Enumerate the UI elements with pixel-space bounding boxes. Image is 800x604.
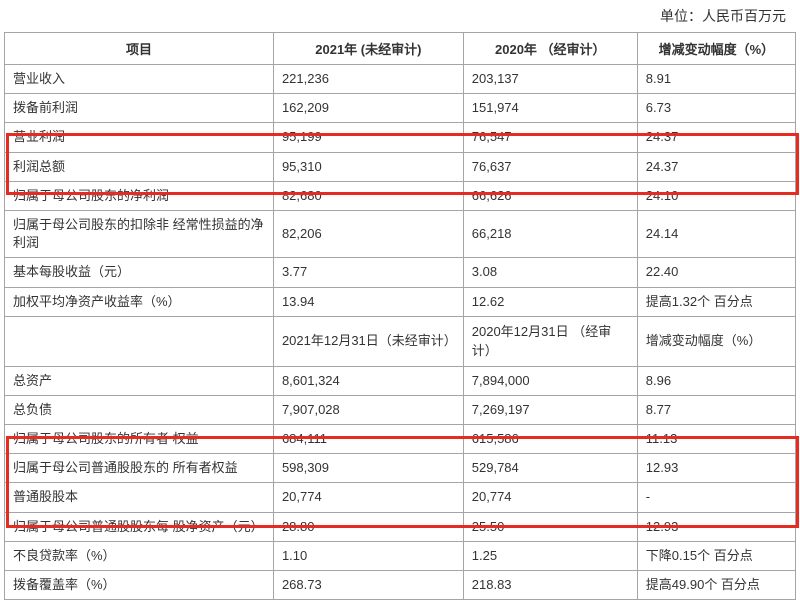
cell-2021: 20,774 [273,483,463,512]
financial-table: 项目 2021年 (未经审计) 2020年 （经审计） 增减变动幅度（%） 营业… [4,32,796,600]
cell-item: 归属于母公司股东的净利润 [5,181,274,210]
col-header-2021: 2021年 (未经审计) [273,33,463,65]
cell-item: 不良贷款率（%） [5,541,274,570]
subhead-2021: 2021年12月31日（未经审计） [273,316,463,366]
cell-item: 归属于母公司普通股股东的 所有者权益 [5,454,274,483]
cell-2020: 66,218 [463,210,637,257]
cell-2020: 76,637 [463,152,637,181]
table-wrapper: 单位：人民币百万元 项目 2021年 (未经审计) 2020年 （经审计） 增减… [4,4,796,600]
cell-2020: 66,626 [463,181,637,210]
cell-item: 拨备前利润 [5,94,274,123]
cell-item: 拨备覆盖率（%） [5,571,274,600]
cell-change: - [637,483,795,512]
table-row: 归属于母公司股东的扣除非 经常性损益的净利润82,20666,21824.14 [5,210,796,257]
cell-2020: 218.83 [463,571,637,600]
cell-change: 24.37 [637,152,795,181]
cell-change: 24.37 [637,123,795,152]
table-row: 利润总额95,31076,63724.37 [5,152,796,181]
cell-2021: 162,209 [273,94,463,123]
cell-change: 24.10 [637,181,795,210]
cell-item: 基本每股收益（元） [5,258,274,287]
col-header-item: 项目 [5,33,274,65]
table-row: 归属于母公司股东的所有者 权益684,111615,58611.13 [5,425,796,454]
cell-2021: 268.73 [273,571,463,600]
cell-2020: 203,137 [463,65,637,94]
subhead-change: 增减变动幅度（%） [637,316,795,366]
table-row: 总资产8,601,3247,894,0008.96 [5,366,796,395]
header-row: 项目 2021年 (未经审计) 2020年 （经审计） 增减变动幅度（%） [5,33,796,65]
cell-item: 普通股股本 [5,483,274,512]
table-row: 基本每股收益（元）3.773.0822.40 [5,258,796,287]
cell-change: 12.93 [637,454,795,483]
cell-2021: 684,111 [273,425,463,454]
cell-change: 11.13 [637,425,795,454]
unit-label: 单位：人民币百万元 [4,4,796,32]
cell-2020: 7,269,197 [463,395,637,424]
cell-change: 24.14 [637,210,795,257]
subhead-2020: 2020年12月31日 （经审计） [463,316,637,366]
cell-2021: 598,309 [273,454,463,483]
cell-2020: 76,547 [463,123,637,152]
col-header-2020: 2020年 （经审计） [463,33,637,65]
table-row: 总负债7,907,0287,269,1978.77 [5,395,796,424]
cell-item: 归属于母公司普通股股东每 股净资产（元） [5,512,274,541]
cell-2020: 7,894,000 [463,366,637,395]
cell-2021: 28.80 [273,512,463,541]
cell-change: 提高49.90个 百分点 [637,571,795,600]
cell-2020: 12.62 [463,287,637,316]
table-row: 加权平均净资产收益率（%）13.9412.62提高1.32个 百分点 [5,287,796,316]
cell-change: 6.73 [637,94,795,123]
cell-2020: 151,974 [463,94,637,123]
cell-change: 提高1.32个 百分点 [637,287,795,316]
cell-2021: 95,310 [273,152,463,181]
cell-change: 22.40 [637,258,795,287]
table-row: 营业收入221,236203,1378.91 [5,65,796,94]
cell-2021: 95,199 [273,123,463,152]
cell-item: 营业利润 [5,123,274,152]
cell-item: 归属于母公司股东的扣除非 经常性损益的净利润 [5,210,274,257]
cell-2020: 529,784 [463,454,637,483]
cell-change: 8.77 [637,395,795,424]
cell-item: 总资产 [5,366,274,395]
table-row: 普通股股本20,77420,774- [5,483,796,512]
cell-item: 利润总额 [5,152,274,181]
cell-2020: 1.25 [463,541,637,570]
cell-change: 下降0.15个 百分点 [637,541,795,570]
cell-2021: 8,601,324 [273,366,463,395]
table-row: 拨备前利润162,209151,9746.73 [5,94,796,123]
cell-item: 加权平均净资产收益率（%） [5,287,274,316]
sub-header-row: 2021年12月31日（未经审计）2020年12月31日 （经审计）增减变动幅度… [5,316,796,366]
cell-2021: 13.94 [273,287,463,316]
cell-item: 营业收入 [5,65,274,94]
table-row: 归属于母公司股东的净利润82,68066,62624.10 [5,181,796,210]
cell-item: 归属于母公司股东的所有者 权益 [5,425,274,454]
subhead-empty [5,316,274,366]
table-row: 归属于母公司普通股股东每 股净资产（元）28.8025.5012.93 [5,512,796,541]
cell-2020: 615,586 [463,425,637,454]
cell-2021: 221,236 [273,65,463,94]
cell-2021: 82,206 [273,210,463,257]
table-row: 不良贷款率（%）1.101.25下降0.15个 百分点 [5,541,796,570]
col-header-change: 增减变动幅度（%） [637,33,795,65]
cell-item: 总负债 [5,395,274,424]
cell-change: 8.91 [637,65,795,94]
cell-2020: 3.08 [463,258,637,287]
cell-change: 8.96 [637,366,795,395]
cell-2020: 25.50 [463,512,637,541]
table-row: 归属于母公司普通股股东的 所有者权益598,309529,78412.93 [5,454,796,483]
cell-2021: 7,907,028 [273,395,463,424]
table-row: 拨备覆盖率（%）268.73218.83提高49.90个 百分点 [5,571,796,600]
cell-2021: 1.10 [273,541,463,570]
cell-2020: 20,774 [463,483,637,512]
cell-2021: 3.77 [273,258,463,287]
cell-change: 12.93 [637,512,795,541]
cell-2021: 82,680 [273,181,463,210]
table-row: 营业利润95,19976,54724.37 [5,123,796,152]
